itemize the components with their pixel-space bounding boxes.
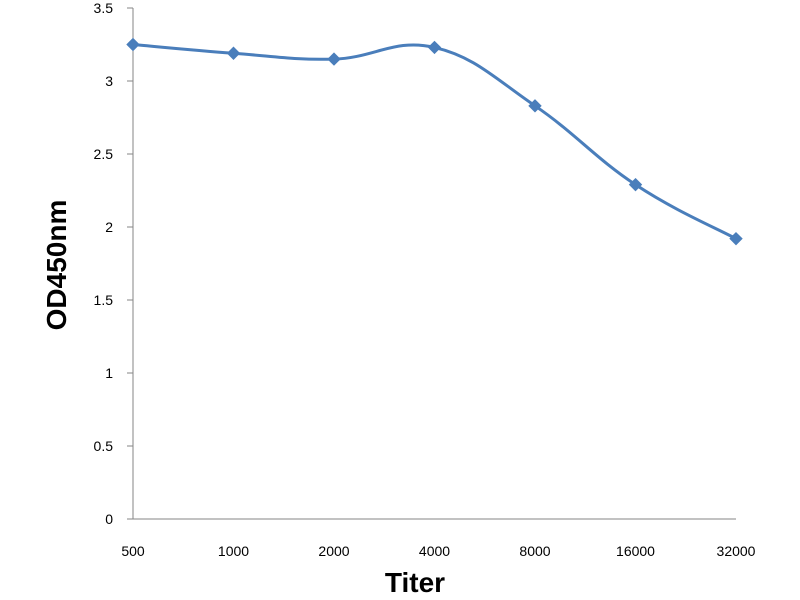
x-tick-label: 1000 (218, 543, 249, 559)
y-tick-label: 0 (105, 511, 113, 527)
y-tick-label: 3.5 (94, 0, 114, 16)
series-group (126, 37, 743, 246)
x-tick-label: 4000 (419, 543, 450, 559)
data-point-marker (226, 46, 241, 60)
y-axis: 0 0.5 1 1.5 2 2.5 3 3.5 (94, 0, 134, 527)
series-line (132, 43, 737, 241)
y-tick-label: 2.5 (94, 146, 114, 162)
data-point-marker (327, 52, 341, 66)
data-point-marker (528, 99, 542, 113)
data-point-marker (628, 177, 643, 192)
y-tick-label: 1 (105, 365, 113, 381)
x-axis-title: Titer (385, 567, 445, 598)
y-tick-label: 0.5 (94, 438, 114, 454)
data-point-marker (126, 37, 140, 52)
x-tick-label: 2000 (318, 543, 349, 559)
y-tick-label: 3 (105, 73, 113, 89)
data-point-marker (427, 40, 442, 55)
x-tick-label: 8000 (519, 543, 550, 559)
x-tick-label: 16000 (616, 543, 655, 559)
y-tick-label: 1.5 (94, 292, 114, 308)
x-tick-label: 500 (121, 543, 145, 559)
y-axis-title: OD450nm (41, 200, 72, 331)
data-point-marker (729, 231, 743, 246)
y-tick-label: 2 (105, 219, 113, 235)
x-tick-label: 32000 (717, 543, 756, 559)
x-axis: 500 1000 2000 4000 8000 16000 32000 (121, 518, 756, 559)
